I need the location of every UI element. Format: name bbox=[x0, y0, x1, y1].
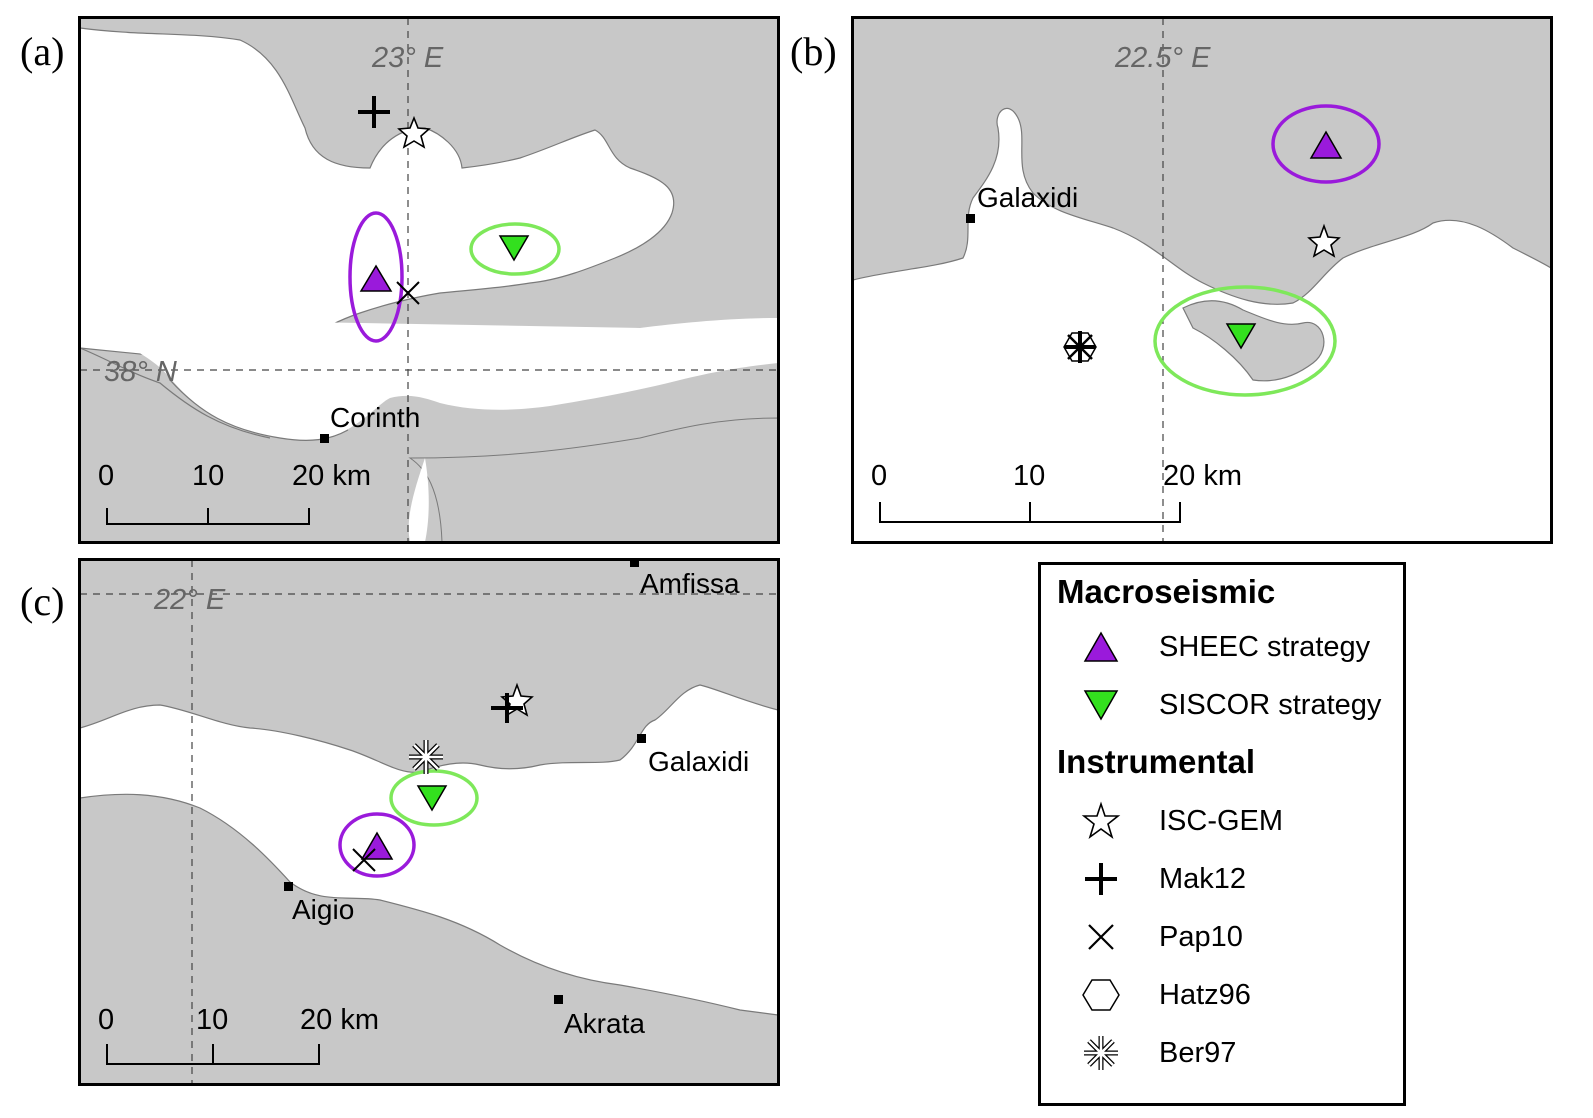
town-marker bbox=[630, 560, 639, 567]
legend-item-ber97[interactable]: Ber97 bbox=[1041, 1031, 1401, 1075]
scale-label-20: 20 km bbox=[292, 460, 371, 492]
legend-item-pap10[interactable]: Pap10 bbox=[1041, 915, 1401, 959]
isc-gem-marker[interactable] bbox=[1307, 223, 1341, 258]
place-galaxidi: Galaxidi bbox=[977, 182, 1079, 213]
map-a-svg bbox=[80, 18, 778, 542]
mak12-marker[interactable] bbox=[358, 96, 390, 128]
map-panel-c[interactable]: 22° E Amfissa Galaxidi Aigio Akrata 0 10… bbox=[80, 560, 778, 1084]
scale-label-10: 10 bbox=[1013, 460, 1046, 492]
place-galaxidi: Galaxidi bbox=[648, 746, 750, 777]
place-amfissa: Amfissa bbox=[640, 568, 740, 599]
legend-instrumental-title: Instrumental bbox=[1057, 743, 1256, 780]
map-panel-a[interactable]: 23° E 38° N Corinth 0 10 20 km bbox=[80, 18, 778, 542]
legend-item-sheec[interactable]: SHEEC strategy bbox=[1041, 625, 1401, 669]
siscor-epicenter-marker[interactable] bbox=[498, 235, 530, 262]
legend-item-siscor[interactable]: SISCOR strategy bbox=[1041, 683, 1401, 727]
plus-icon bbox=[1085, 863, 1117, 895]
siscor-ellipse bbox=[1153, 285, 1337, 397]
isc-gem-marker[interactable] bbox=[397, 115, 431, 149]
sheec-epicenter-marker[interactable] bbox=[1309, 130, 1343, 159]
sea-channel bbox=[408, 458, 429, 542]
star-icon bbox=[1081, 801, 1121, 840]
cross-icon bbox=[1088, 924, 1114, 950]
siscor-epicenter-marker[interactable] bbox=[1225, 323, 1257, 350]
town-marker bbox=[320, 434, 329, 443]
scale-bar bbox=[106, 1044, 320, 1065]
ber97-marker-inner bbox=[409, 740, 443, 774]
sheec-epicenter-marker[interactable] bbox=[360, 831, 394, 860]
peloponnese-land bbox=[80, 793, 778, 1084]
hexagon-icon bbox=[1082, 979, 1120, 1011]
triangle-up-icon bbox=[1083, 631, 1119, 662]
legend-item-label: Pap10 bbox=[1159, 921, 1243, 953]
legend-item-isc-gem[interactable]: ISC-GEM bbox=[1041, 799, 1401, 843]
town-marker bbox=[966, 214, 975, 223]
siscor-ellipse bbox=[389, 769, 479, 827]
gulf-of-corinth bbox=[80, 27, 675, 364]
longitude-label: 22° E bbox=[154, 584, 226, 616]
asterisk-icon bbox=[1084, 1036, 1118, 1070]
panel-b-label: (b) bbox=[790, 29, 837, 74]
scale-label-20: 20 km bbox=[1163, 460, 1242, 492]
place-corinth: Corinth bbox=[330, 402, 421, 433]
sheec-ellipse bbox=[338, 812, 416, 878]
scale-label-0: 0 bbox=[98, 1004, 115, 1036]
legend-item-label: ISC-GEM bbox=[1159, 805, 1284, 837]
scale-label-10: 10 bbox=[196, 1004, 229, 1036]
longitude-label: 23° E bbox=[372, 42, 444, 74]
pap10-marker[interactable] bbox=[396, 281, 420, 305]
map-b-svg bbox=[853, 18, 1551, 542]
legend-item-label: Hatz96 bbox=[1159, 979, 1251, 1011]
legend-item-label: SHEEC strategy bbox=[1159, 631, 1371, 663]
siscor-epicenter-marker[interactable] bbox=[416, 785, 448, 812]
legend-item-label: Mak12 bbox=[1159, 863, 1247, 895]
town-marker bbox=[554, 995, 563, 1004]
longitude-label: 22.5° E bbox=[1115, 42, 1211, 74]
sheec-epicenter-marker[interactable] bbox=[359, 264, 393, 292]
gulf-south bbox=[80, 318, 778, 441]
legend: Macroseismic SHEEC strategy SISCOR strat… bbox=[1038, 562, 1406, 1106]
place-akrata: Akrata bbox=[564, 1008, 645, 1039]
sheec-ellipse bbox=[348, 211, 404, 343]
coast-line bbox=[80, 347, 271, 439]
scale-label-20: 20 km bbox=[300, 1004, 379, 1036]
place-aigio: Aigio bbox=[292, 894, 355, 925]
map-c-svg bbox=[80, 560, 778, 1084]
scale-bar bbox=[106, 508, 310, 525]
mak12-marker[interactable] bbox=[1065, 331, 1095, 363]
panel-c-label: (c) bbox=[20, 579, 65, 624]
town-marker bbox=[284, 882, 293, 891]
scale-label-10: 10 bbox=[192, 460, 225, 492]
land-area bbox=[408, 417, 778, 542]
legend-item-hatz96[interactable]: Hatz96 bbox=[1041, 973, 1401, 1017]
peninsula bbox=[1182, 300, 1325, 382]
scale-bar bbox=[879, 502, 1181, 523]
scale-label-0: 0 bbox=[98, 460, 115, 492]
legend-item-label: Ber97 bbox=[1159, 1037, 1237, 1069]
legend-macroseismic-title: Macroseismic bbox=[1057, 573, 1276, 610]
town-marker bbox=[637, 734, 646, 743]
pap10-marker[interactable] bbox=[352, 848, 376, 872]
legend-item-label: SISCOR strategy bbox=[1159, 689, 1382, 721]
scale-label-0: 0 bbox=[871, 460, 888, 492]
map-panel-b[interactable]: 22.5° E Galaxidi 0 10 20 km bbox=[853, 18, 1551, 542]
siscor-ellipse bbox=[469, 222, 561, 276]
panel-a-label: (a) bbox=[20, 29, 65, 74]
latitude-label: 38° N bbox=[104, 356, 177, 388]
sheec-ellipse bbox=[1271, 104, 1381, 184]
triangle-down-icon bbox=[1083, 690, 1119, 721]
legend-item-mak12[interactable]: Mak12 bbox=[1041, 857, 1401, 901]
mak12-marker[interactable] bbox=[491, 693, 523, 723]
